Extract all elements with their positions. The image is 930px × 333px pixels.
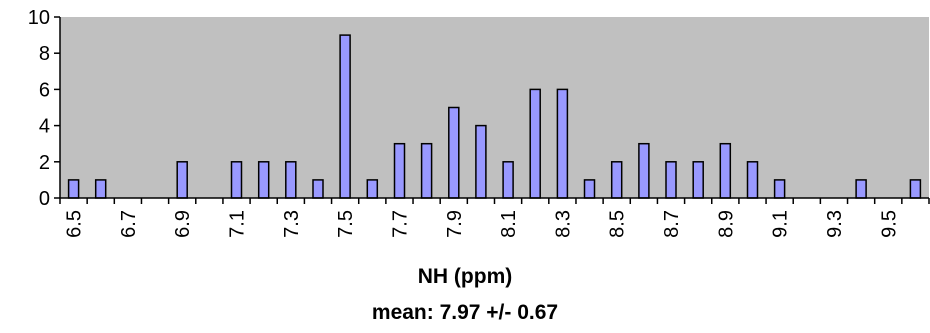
y-tick-label: 8 — [39, 43, 50, 65]
x-tick-label: 9.5 — [878, 210, 900, 238]
bar-7.1 — [230, 161, 243, 199]
x-tick-label: 8.3 — [552, 210, 574, 238]
x-tick-label: 8.9 — [715, 210, 737, 238]
x-axis-label: NH (ppm) — [417, 265, 513, 288]
bar-8 — [475, 124, 487, 199]
bar-7.9 — [448, 106, 460, 199]
bar-7.7 — [393, 142, 406, 199]
bar-8.4 — [583, 179, 596, 199]
bar-8.3 — [556, 88, 569, 199]
bar-7.8 — [420, 142, 433, 199]
bar-7.4 — [312, 179, 324, 199]
bar-7.5 — [339, 34, 351, 199]
x-tick-label: 8.5 — [607, 210, 629, 238]
x-axis-ticks: 6.5 6.7 6.9 7.1 7.3 7.5 7.7 7.9 8.1 8.3 8.5 8.7 8.9 9… — [59, 198, 930, 238]
bar-8.7 — [665, 161, 677, 199]
x-tick-label: 6.7 — [118, 210, 140, 238]
y-tick-label: 0 — [39, 188, 50, 210]
plot-area — [60, 17, 929, 198]
x-tick-label: 7.9 — [444, 210, 466, 238]
bar-7.6 — [366, 179, 379, 199]
x-tick-label: 8.1 — [498, 210, 520, 238]
x-tick-label: 7.1 — [227, 210, 249, 238]
y-axis-ticks: 0 2 4 6 8 10 — [28, 7, 60, 210]
x-tick-label: 7.7 — [390, 210, 412, 238]
bar-8.8 — [692, 161, 704, 199]
y-tick-label: 4 — [39, 116, 50, 138]
y-tick-label: 10 — [28, 7, 50, 29]
bar-8.2 — [529, 88, 541, 199]
bar-9.4 — [855, 179, 867, 199]
x-tick-label: 8.7 — [661, 210, 683, 238]
bar-8.6 — [638, 142, 650, 199]
bar-6.6 — [94, 179, 107, 199]
bar-8.9 — [719, 142, 732, 199]
x-axis-sublabel: mean: 7.97 +/- 0.67 — [371, 301, 559, 324]
x-tick-label: 6.9 — [172, 210, 194, 238]
bar-6.9 — [176, 161, 188, 199]
x-tick-label: 6.5 — [64, 210, 86, 238]
x-tick-label: 7.3 — [281, 210, 303, 238]
bar-6.5 — [67, 179, 80, 199]
bar-7.2 — [257, 161, 270, 199]
bar-8.1 — [502, 161, 514, 199]
x-tick-label: 9.3 — [824, 210, 846, 238]
x-tick-label: 9.1 — [770, 210, 792, 238]
y-tick-label: 6 — [39, 79, 50, 101]
bar-8.5 — [610, 161, 623, 199]
x-tick-label: 7.5 — [335, 210, 357, 238]
bar-9.1 — [773, 179, 786, 199]
bar-9 — [746, 161, 759, 199]
bar-7.3 — [285, 161, 297, 199]
bar-9.6 — [909, 179, 922, 199]
y-tick-label: 2 — [39, 152, 50, 174]
